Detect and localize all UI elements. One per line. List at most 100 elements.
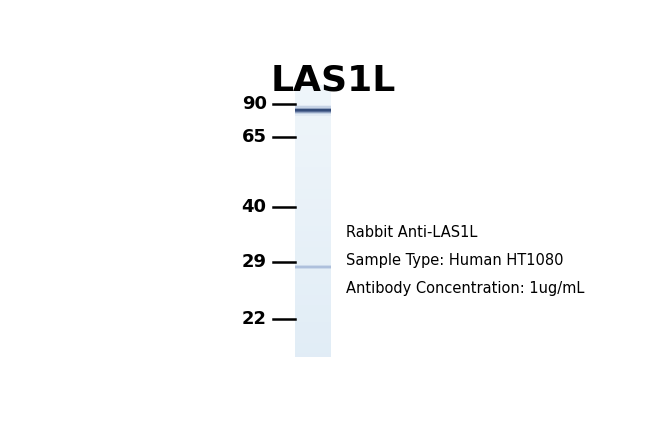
Bar (295, 279, 331, 280)
Bar (295, 345, 331, 346)
Bar (295, 271, 331, 272)
Bar (295, 201, 331, 202)
Bar (295, 278, 331, 279)
Bar (295, 88, 331, 89)
Bar (295, 131, 331, 132)
Bar (295, 200, 331, 201)
Bar (295, 204, 331, 205)
Bar (295, 180, 331, 181)
Bar (295, 251, 331, 252)
Bar (295, 283, 331, 284)
Bar (295, 123, 331, 124)
Bar (295, 132, 331, 133)
Bar (295, 331, 331, 332)
Bar (295, 281, 331, 282)
Bar (295, 141, 331, 142)
Bar (295, 100, 331, 101)
Bar (295, 125, 331, 126)
Bar (295, 332, 331, 333)
Bar (295, 260, 331, 261)
Bar (295, 315, 331, 316)
Bar (295, 329, 331, 330)
Bar (295, 355, 331, 356)
Bar (295, 109, 331, 112)
Bar (295, 144, 331, 145)
Bar (295, 182, 331, 183)
Bar (295, 153, 331, 154)
Bar (295, 98, 331, 99)
Bar (295, 239, 331, 240)
Bar (295, 113, 331, 114)
Bar (295, 173, 331, 174)
Bar (295, 147, 331, 148)
Bar (295, 176, 331, 177)
Bar (295, 255, 331, 256)
Bar (295, 213, 331, 214)
Bar (295, 227, 331, 229)
Bar (295, 356, 331, 357)
Bar (295, 89, 331, 90)
Bar (295, 215, 331, 216)
Bar (295, 143, 331, 144)
Bar (295, 214, 331, 215)
Bar (295, 105, 331, 106)
Bar (295, 243, 331, 244)
Bar (295, 265, 331, 269)
Bar (295, 302, 331, 303)
Bar (295, 118, 331, 119)
Bar (295, 126, 331, 127)
Bar (295, 336, 331, 337)
Bar (295, 121, 331, 122)
Bar (295, 249, 331, 250)
Bar (295, 231, 331, 232)
Bar (295, 99, 331, 100)
Bar (295, 354, 331, 355)
Text: 29: 29 (242, 253, 266, 271)
Bar (295, 206, 331, 207)
Bar (295, 273, 331, 274)
Bar (295, 265, 331, 266)
Bar (295, 235, 331, 236)
Bar (295, 253, 331, 254)
Bar (295, 163, 331, 164)
Bar (295, 195, 331, 196)
Bar (295, 330, 331, 331)
Bar (295, 102, 331, 103)
Bar (295, 146, 331, 147)
Bar (295, 157, 331, 158)
Bar (295, 298, 331, 299)
Bar (295, 148, 331, 149)
Bar (295, 338, 331, 339)
Bar (295, 134, 331, 135)
Bar (295, 93, 331, 94)
Bar (295, 312, 331, 313)
Bar (295, 267, 331, 268)
Bar (295, 116, 331, 117)
Bar (295, 96, 331, 97)
Bar (295, 309, 331, 310)
Bar (295, 232, 331, 233)
Bar (295, 225, 331, 226)
Bar (295, 340, 331, 341)
Bar (295, 226, 331, 227)
Bar (295, 198, 331, 200)
Bar (295, 284, 331, 285)
Bar (295, 269, 331, 270)
Bar (295, 308, 331, 309)
Bar (295, 349, 331, 350)
Bar (295, 233, 331, 234)
Bar (295, 202, 331, 203)
Bar (295, 192, 331, 193)
Bar (295, 110, 331, 111)
Bar (295, 252, 331, 253)
Bar (295, 306, 331, 307)
Bar (295, 97, 331, 98)
Bar (295, 348, 331, 349)
Bar (295, 91, 331, 92)
Bar (295, 317, 331, 318)
Bar (295, 244, 331, 245)
Bar (295, 307, 331, 308)
Bar (295, 194, 331, 195)
Bar (295, 339, 331, 340)
Bar (295, 266, 331, 268)
